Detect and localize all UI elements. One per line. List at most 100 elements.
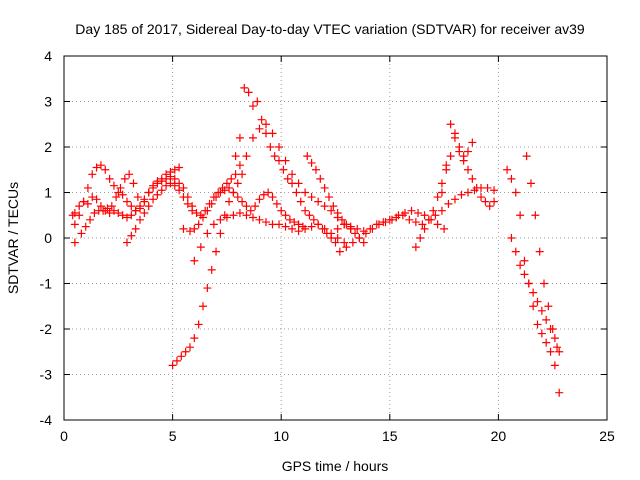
data-point <box>131 206 140 215</box>
data-point <box>459 156 468 165</box>
data-point <box>281 156 290 165</box>
data-point <box>225 197 234 206</box>
data-point <box>238 170 247 179</box>
data-point <box>407 206 416 215</box>
data-point <box>212 247 221 256</box>
data-point <box>149 195 158 204</box>
data-point <box>285 215 294 224</box>
data-point <box>122 197 131 206</box>
data-point <box>318 224 327 233</box>
data-point <box>381 218 390 227</box>
data-point <box>292 188 301 197</box>
x-tick-label: 15 <box>382 428 398 444</box>
data-point <box>548 325 557 333</box>
data-point <box>88 193 97 202</box>
data-point <box>88 170 97 179</box>
data-point <box>122 238 131 247</box>
data-point <box>275 143 284 151</box>
data-point <box>185 343 194 352</box>
satellite-arc-p <box>507 234 564 356</box>
data-point <box>166 179 175 188</box>
data-point <box>188 206 197 215</box>
data-point <box>529 302 538 311</box>
data-point <box>301 206 310 215</box>
data-point <box>537 306 546 315</box>
data-point <box>401 208 410 217</box>
satellite-arc-n <box>437 120 477 197</box>
data-point <box>311 165 320 174</box>
data-point <box>333 224 342 233</box>
data-point <box>129 179 138 188</box>
y-tick-label: -3 <box>40 367 53 383</box>
data-point <box>70 208 79 217</box>
data-point <box>70 220 79 229</box>
data-point <box>511 247 520 256</box>
data-point <box>131 224 140 233</box>
data-point <box>490 186 499 195</box>
data-point <box>272 199 281 208</box>
data-point <box>203 229 212 238</box>
data-point <box>107 202 116 211</box>
data-point <box>324 193 333 202</box>
data-point <box>179 193 188 202</box>
data-point <box>229 188 238 197</box>
data-point <box>446 152 455 161</box>
data-point <box>144 202 153 211</box>
data-point <box>190 256 199 265</box>
data-point <box>314 197 323 206</box>
data-point <box>233 193 242 202</box>
data-point <box>420 211 429 220</box>
data-point <box>507 234 516 242</box>
data-point <box>303 152 312 161</box>
data-point <box>125 170 134 179</box>
data-point <box>342 243 351 252</box>
satellite-arc-q <box>522 152 562 352</box>
data-point <box>127 211 136 220</box>
data-point <box>338 215 347 224</box>
data-point <box>294 179 303 188</box>
data-point <box>222 213 231 222</box>
data-point <box>394 211 403 220</box>
data-point <box>112 193 121 202</box>
data-point <box>261 218 270 227</box>
data-point <box>209 220 218 229</box>
data-point <box>140 208 149 217</box>
data-point <box>244 88 253 97</box>
data-point <box>105 174 114 183</box>
data-point <box>418 220 427 229</box>
data-point <box>355 234 364 242</box>
data-point <box>81 222 90 231</box>
data-point <box>175 163 184 172</box>
chart-title: Day 185 of 2017, Sidereal Day-to-day VTE… <box>75 21 585 37</box>
data-point <box>411 243 420 252</box>
data-point <box>190 224 199 233</box>
data-point <box>444 199 453 208</box>
data-point <box>96 202 105 211</box>
data-point <box>149 181 158 190</box>
data-point <box>307 222 316 231</box>
data-point <box>114 188 123 197</box>
data-point <box>540 279 549 288</box>
data-point <box>203 284 212 293</box>
data-point <box>227 174 236 183</box>
data-point <box>170 174 179 183</box>
y-tick-label: 3 <box>44 94 52 110</box>
data-point <box>537 329 546 338</box>
data-point <box>331 238 340 247</box>
data-point <box>144 188 153 197</box>
data-point <box>118 211 127 220</box>
data-point <box>281 222 290 231</box>
data-point <box>207 199 216 208</box>
data-point <box>368 224 377 233</box>
data-point <box>281 211 290 220</box>
data-point <box>86 215 95 224</box>
data-point <box>233 179 242 188</box>
data-point <box>199 302 208 311</box>
data-point <box>544 302 553 311</box>
data-point <box>140 197 149 206</box>
data-point <box>255 215 264 224</box>
data-point <box>348 238 357 247</box>
data-point <box>92 195 101 204</box>
data-point <box>157 186 166 195</box>
data-point <box>316 174 325 183</box>
